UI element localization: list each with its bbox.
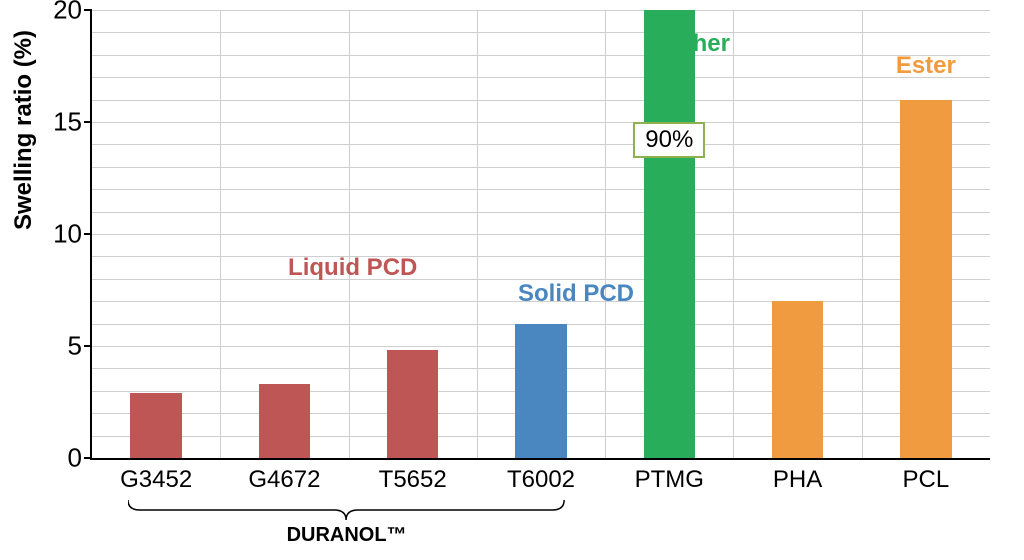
gridline-h: [92, 77, 990, 78]
bar: [130, 393, 181, 458]
gridline-h: [92, 55, 990, 56]
gridline-h: [92, 100, 990, 101]
gridline-h: [92, 10, 990, 11]
gridline-h: [92, 167, 990, 168]
bar: [259, 384, 310, 458]
gridline-v: [605, 10, 606, 458]
bar: [900, 100, 951, 458]
gridline-v: [349, 10, 350, 458]
swelling-ratio-chart: Swelling ratio (%) 05101520G3452G4672T56…: [0, 0, 1024, 560]
xtick-label: T6002: [507, 466, 575, 494]
category-label: Liquid PCD: [288, 254, 417, 282]
gridline-h: [92, 256, 990, 257]
brace: [128, 500, 564, 526]
gridline-v: [220, 10, 221, 458]
gridline-h: [92, 122, 990, 123]
ytick-mark: [84, 233, 92, 235]
ytick-label: 0: [68, 443, 82, 474]
ytick-mark: [84, 121, 92, 123]
ytick-label: 5: [68, 331, 82, 362]
xtick-label: G4672: [248, 466, 320, 494]
bar: [772, 301, 823, 458]
plot-area: 05101520G3452G4672T5652T6002PTMGPHAPCLLi…: [90, 10, 990, 460]
ytick-label: 10: [53, 219, 82, 250]
category-label: Ester: [896, 52, 956, 80]
ytick-mark: [84, 9, 92, 11]
xtick-label: PTMG: [635, 466, 704, 494]
ytick-label: 15: [53, 107, 82, 138]
y-axis-label: Swelling ratio (%): [10, 30, 38, 230]
category-label: Ether: [669, 30, 730, 58]
gridline-v: [477, 10, 478, 458]
brace-label: DURANOL™: [287, 524, 407, 547]
bar: [644, 10, 695, 458]
xtick-label: PHA: [773, 466, 822, 494]
bar: [515, 324, 566, 458]
ytick-mark: [84, 345, 92, 347]
gridline-h: [92, 144, 990, 145]
gridline-h: [92, 32, 990, 33]
xtick-label: T5652: [379, 466, 447, 494]
category-label: Solid PCD: [518, 280, 634, 308]
gridline-v: [733, 10, 734, 458]
xtick-label: PCL: [903, 466, 950, 494]
gridline-h: [92, 212, 990, 213]
ytick-label: 20: [53, 0, 82, 26]
ytick-mark: [84, 457, 92, 459]
bar: [387, 350, 438, 458]
gridline-h: [92, 234, 990, 235]
xtick-label: G3452: [120, 466, 192, 494]
gridline-h: [92, 189, 990, 190]
gridline-v: [862, 10, 863, 458]
callout-box: 90%: [633, 122, 705, 158]
